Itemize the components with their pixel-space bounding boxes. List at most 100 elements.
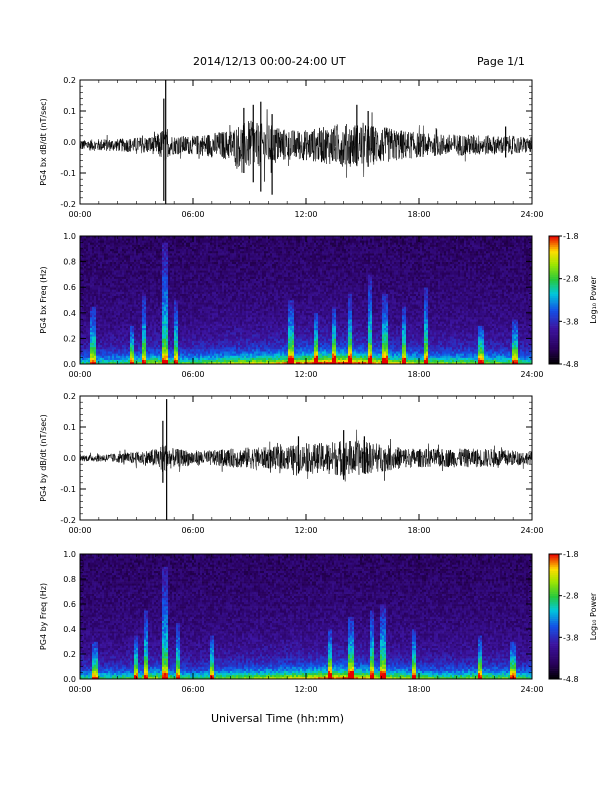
cell: [214, 317, 216, 319]
cell: [140, 264, 142, 266]
cell: [220, 277, 222, 279]
cell: [110, 355, 112, 357]
cell: [126, 336, 128, 338]
cell: [128, 355, 130, 357]
cell: [118, 294, 120, 296]
cell: [204, 304, 206, 306]
y-axis-label: PG4 bx dB/dt (nT/sec): [39, 98, 48, 185]
cell: [188, 306, 190, 308]
cell: [166, 279, 168, 281]
cell: [206, 309, 208, 311]
cell: [178, 317, 180, 319]
cell: [116, 287, 118, 289]
cell: [150, 253, 152, 255]
cell: [106, 285, 108, 287]
cell: [124, 291, 126, 293]
cell: [184, 353, 186, 355]
cell: [84, 341, 86, 343]
cell: [230, 332, 232, 334]
cell: [192, 341, 194, 343]
cell: [88, 262, 90, 264]
cell: [226, 345, 228, 347]
cell: [160, 338, 162, 340]
cell: [214, 300, 216, 302]
cell: [112, 291, 114, 293]
cell: [122, 240, 124, 242]
cell: [206, 245, 208, 247]
cell: [96, 341, 98, 343]
cell: [206, 262, 208, 264]
cell: [186, 279, 188, 281]
cell: [226, 341, 228, 343]
cell: [214, 281, 216, 283]
cell: [238, 291, 240, 293]
cell: [108, 330, 110, 332]
cell: [228, 334, 230, 336]
cell: [108, 247, 110, 249]
cell: [156, 338, 158, 340]
cell: [178, 351, 180, 353]
cell: [114, 240, 116, 242]
cell: [212, 285, 214, 287]
cell: [226, 277, 228, 279]
cell: [228, 360, 230, 362]
cell: [234, 336, 236, 338]
cell: [166, 281, 168, 283]
cell: [176, 304, 178, 306]
cell: [156, 245, 158, 247]
cell: [150, 270, 152, 272]
cell: [238, 315, 240, 317]
cell: [182, 294, 184, 296]
cell: [102, 253, 104, 255]
cell: [126, 353, 128, 355]
cell: [122, 277, 124, 279]
cell: [112, 249, 114, 251]
cell: [96, 360, 98, 362]
cell: [230, 285, 232, 287]
cell: [218, 257, 220, 259]
cell: [230, 334, 232, 336]
cell: [228, 272, 230, 274]
cell: [168, 294, 170, 296]
cell: [236, 285, 238, 287]
cell: [186, 319, 188, 321]
cell: [164, 245, 166, 247]
cell: [210, 249, 212, 251]
cell: [172, 240, 174, 242]
cell: [242, 345, 244, 347]
cell: [172, 336, 174, 338]
cell: [150, 326, 152, 328]
cell: [158, 360, 160, 362]
cell: [188, 330, 190, 332]
cell: [182, 336, 184, 338]
cell: [206, 249, 208, 251]
cell: [226, 309, 228, 311]
cell: [170, 341, 172, 343]
cell: [162, 264, 164, 266]
cell: [188, 268, 190, 270]
cell: [208, 332, 210, 334]
cell: [122, 272, 124, 274]
cell: [90, 253, 92, 255]
cell: [152, 326, 154, 328]
cell: [232, 347, 234, 349]
cell: [174, 345, 176, 347]
cell: [90, 291, 92, 293]
cell: [126, 343, 128, 345]
cell: [144, 272, 146, 274]
cell: [100, 264, 102, 266]
cell: [176, 334, 178, 336]
cell: [102, 304, 104, 306]
cell: [88, 289, 90, 291]
cell: [120, 291, 122, 293]
cell: [156, 266, 158, 268]
cell: [182, 304, 184, 306]
cell: [212, 249, 214, 251]
cell: [124, 279, 126, 281]
cell: [120, 247, 122, 249]
cell: [86, 332, 88, 334]
cell: [142, 242, 144, 244]
cell: [150, 319, 152, 321]
cell: [238, 270, 240, 272]
cell: [186, 266, 188, 268]
